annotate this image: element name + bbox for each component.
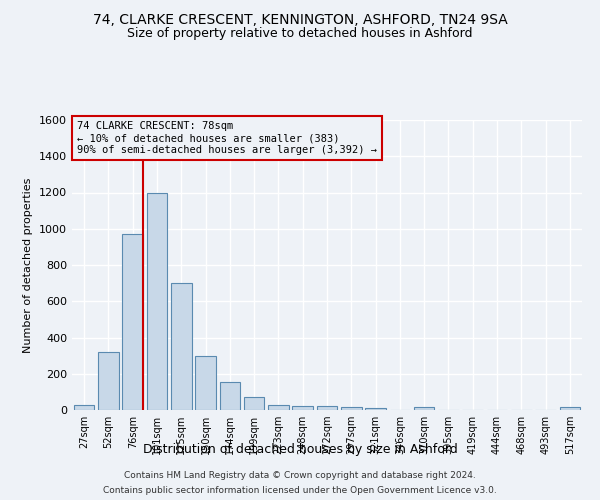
Text: 74 CLARKE CRESCENT: 78sqm
← 10% of detached houses are smaller (383)
90% of semi: 74 CLARKE CRESCENT: 78sqm ← 10% of detac…: [77, 122, 377, 154]
Bar: [98, 352, 119, 410]
Bar: [414, 408, 434, 410]
Bar: [244, 398, 265, 410]
Bar: [292, 406, 313, 410]
Bar: [365, 408, 386, 410]
Bar: [122, 234, 143, 410]
Bar: [560, 408, 580, 410]
Bar: [195, 356, 216, 410]
Bar: [146, 192, 167, 410]
Text: Size of property relative to detached houses in Ashford: Size of property relative to detached ho…: [127, 28, 473, 40]
Text: Contains public sector information licensed under the Open Government Licence v3: Contains public sector information licen…: [103, 486, 497, 495]
Text: Distribution of detached houses by size in Ashford: Distribution of detached houses by size …: [143, 442, 457, 456]
Bar: [341, 408, 362, 410]
Bar: [220, 382, 240, 410]
Text: 74, CLARKE CRESCENT, KENNINGTON, ASHFORD, TN24 9SA: 74, CLARKE CRESCENT, KENNINGTON, ASHFORD…: [92, 12, 508, 26]
Bar: [74, 404, 94, 410]
Y-axis label: Number of detached properties: Number of detached properties: [23, 178, 34, 352]
Bar: [171, 283, 191, 410]
Bar: [317, 406, 337, 410]
Text: Contains HM Land Registry data © Crown copyright and database right 2024.: Contains HM Land Registry data © Crown c…: [124, 471, 476, 480]
Bar: [268, 404, 289, 410]
